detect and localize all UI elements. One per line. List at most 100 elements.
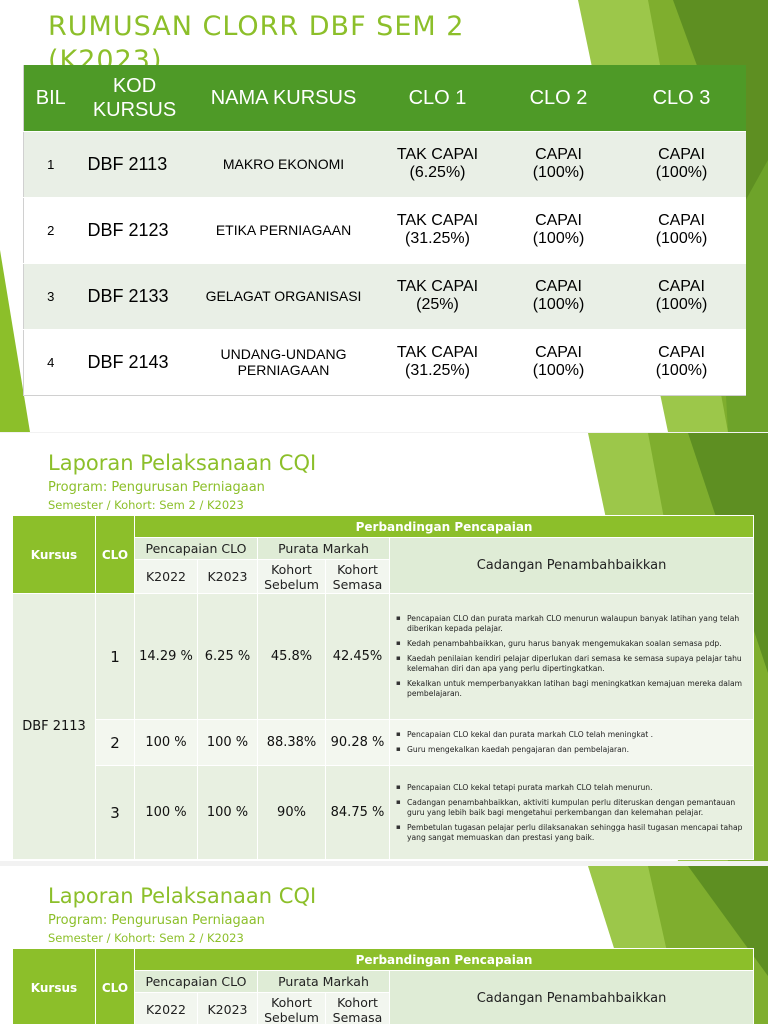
cell-clo3: CAPAI (100%) [617,196,746,263]
cell-bil: 3 [23,262,78,329]
table-row: 3 DBF 2133 GELAGAT ORGANISASI TAK CAPAI (25%… [23,262,746,329]
cell-clo2: CAPAI (100%) [499,196,618,263]
cell-clo1: TAK CAPAI (31.25%) [375,328,500,395]
header-perbandingan: Perbandingan Pencapaian [133,515,755,538]
table-row: 2 DBF 2123 ETIKA PERNIAGAAN TAK CAPAI (31.25… [23,196,746,263]
table-row: 1 DBF 2113 MAKRO EKONOMI TAK CAPAI (6.25%) CA… [23,130,746,197]
header-pencapaian-clo: Pencapaian CLO [134,537,258,560]
cqi-table: Kursus CLO Perbandingan Pencapaian Penca… [12,515,755,860]
header-kursus: Kursus [12,948,96,1024]
cell-kohort-sebelum: 45.8% [257,593,326,720]
slide-clorr-summary: RUMUSAN CLORR DBF SEM 2 (K2023) BIL KOD K… [0,0,768,432]
cell-nama-kursus: ETIKA PERNIAGAAN [191,196,376,263]
cqi-title: Laporan Pelaksanaan CQI [48,884,317,908]
header-k2022: K2022 [134,559,198,594]
header-kohort-semasa: Kohort Semasa [325,992,390,1024]
header-k2023: K2023 [197,992,258,1024]
table-header-row: BIL KOD KURSUS NAMA KURSUS CLO 1 CLO 2 CL… [23,65,746,131]
slide-cqi-report: Laporan Pelaksanaan CQI Program: Penguru… [0,433,768,861]
cell-cadangan-notes: Pencapaian CLO kekal tetapi purata marka… [388,765,755,860]
header-k2022: K2022 [134,992,198,1024]
cqi-row-clo1: DBF 2113 114.29 %6.25 %45.8%42.45% Pencap… [12,593,755,860]
header-cadangan: Cadangan Penambahbaikkan [388,970,755,1024]
cell-kod-kursus: DBF 2113 [77,130,192,197]
header-clo: CLO [95,515,135,594]
cell-nama-kursus: MAKRO EKONOMI [191,130,376,197]
header-clo3: CLO 3 [617,65,746,131]
cell-bil: 4 [23,328,78,395]
cell-kod-kursus: DBF 2123 [77,196,192,263]
cell-clo1: TAK CAPAI (6.25%) [375,130,500,197]
header-perbandingan: Perbandingan Pencapaian [133,948,755,971]
cqi-semester: Semester / Kohort: Sem 2 / K2023 [48,498,244,512]
note-item: Cadangan penambahbaikkan, aktiviti kumpu… [396,797,747,818]
cell-clo2: CAPAI (100%) [499,262,618,329]
cell-bil: 2 [23,196,78,263]
cell-k2022: 14.29 % [134,593,198,720]
header-bil: BIL [23,65,78,131]
note-item: Kekalkan untuk memperbanyakkan latihan b… [396,678,747,699]
cell-bil: 1 [23,130,78,197]
cell-clo2: CAPAI (100%) [499,328,618,395]
cell-clo-number: 1 [95,593,135,720]
cqi-table: Kursus CLO Perbandingan Pencapaian Penca… [12,948,755,1024]
cell-kohort-semasa: 84.75 % [325,765,390,860]
cell-clo1: TAK CAPAI (31.25%) [375,196,500,263]
header-cadangan: Cadangan Penambahbaikkan [388,537,755,594]
cell-clo3: CAPAI (100%) [617,328,746,395]
header-clo1: CLO 1 [375,65,500,131]
cqi-semester: Semester / Kohort: Sem 2 / K2023 [48,931,244,945]
header-kohort-sebelum: Kohort Sebelum [257,992,326,1024]
cell-clo-number: 3 [95,765,135,860]
cell-nama-kursus: GELAGAT ORGANISASI [191,262,376,329]
cell-kod-kursus: DBF 2133 [77,262,192,329]
left-green-accent [0,250,30,432]
header-pencapaian-clo: Pencapaian CLO [134,970,258,993]
cell-kohort-sebelum: 90% [257,765,326,860]
note-item: Pembetulan tugasan pelajar perlu dilaksa… [396,822,747,843]
slide-cqi-report-2: Laporan Pelaksanaan CQI Program: Penguru… [0,866,768,1024]
cqi-title: Laporan Pelaksanaan CQI [48,451,317,475]
header-clo: CLO [95,948,135,1024]
cell-kohort-semasa: 42.45% [325,593,390,720]
header-k2023: K2023 [197,559,258,594]
clo-summary-table: BIL KOD KURSUS NAMA KURSUS CLO 1 CLO 2 CL… [23,65,746,396]
cell-clo3: CAPAI (100%) [617,130,746,197]
header-kohort-sebelum: Kohort Sebelum [257,559,326,594]
header-purata-markah: Purata Markah [257,537,390,560]
header-kohort-semasa: Kohort Semasa [325,559,390,594]
note-item: Pencapaian CLO kekal dan purata markah C… [396,729,747,740]
cell-kohort-sebelum: 88.38% [257,719,326,766]
cell-cadangan-notes: Pencapaian CLO kekal dan purata markah C… [388,719,755,766]
cell-k2023: 100 % [197,765,258,860]
header-kursus: Kursus [12,515,96,594]
cell-clo-number: 2 [95,719,135,766]
title-line-1: RUMUSAN CLORR DBF SEM 2 [48,11,465,42]
header-clo2: CLO 2 [499,65,618,131]
cell-k2022: 100 % [134,719,198,766]
note-item: Guru mengekalkan kaedah pengajaran dan p… [396,744,747,755]
header-nama-kursus: NAMA KURSUS [191,65,376,131]
note-item: Pencapaian CLO dan purata markah CLO men… [396,613,747,634]
cell-clo3: CAPAI (100%) [617,262,746,329]
cqi-program: Program: Pengurusan Perniagaan [48,913,265,928]
header-purata-markah: Purata Markah [257,970,390,993]
cqi-program: Program: Pengurusan Perniagaan [48,480,265,495]
cell-k2023: 6.25 % [197,593,258,720]
cell-kohort-semasa: 90.28 % [325,719,390,766]
course-code: DBF 2113 [12,593,96,860]
cell-kod-kursus: DBF 2143 [77,328,192,395]
header-kod-kursus: KOD KURSUS [77,65,192,131]
cell-clo1: TAK CAPAI (25%) [375,262,500,329]
cell-clo2: CAPAI (100%) [499,130,618,197]
cell-cadangan-notes: Pencapaian CLO dan purata markah CLO men… [388,593,755,720]
cell-nama-kursus: UNDANG-UNDANG PERNIAGAAN [191,328,376,395]
note-item: Kaedah penilaian kendiri pelajar diperlu… [396,653,747,674]
table-row: 4 DBF 2143 UNDANG-UNDANG PERNIAGAAN TAK CAPA… [23,328,746,395]
note-item: Pencapaian CLO kekal tetapi purata marka… [396,782,747,793]
cell-k2023: 100 % [197,719,258,766]
note-item: Kedah penambahbaikkan, guru harus banyak… [396,638,747,649]
cell-k2022: 100 % [134,765,198,860]
